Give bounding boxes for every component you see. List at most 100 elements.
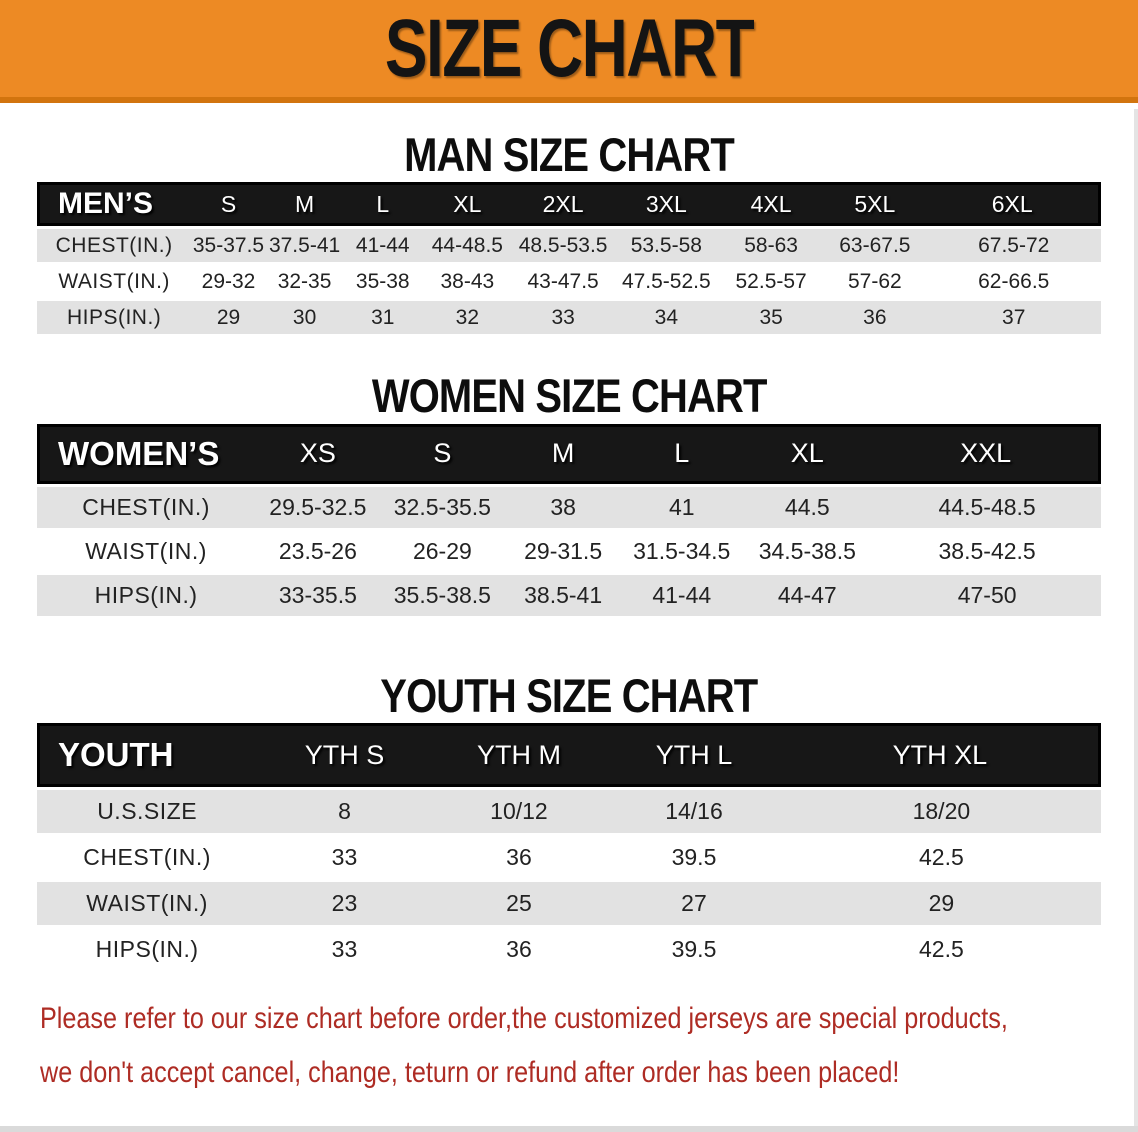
measurement-row: HIPS(IN.) 33-35.5 35.5-38.5 38.5-41 41-44 44-… <box>37 574 1101 616</box>
measurement-value: 31.5-34.5 <box>633 537 731 564</box>
youth-size-table: YOUTH YTH S YTH M YTH L YTH XL U.S.SIZE 8 10/12… <box>37 720 1101 974</box>
measurement-value: 41 <box>668 493 695 520</box>
measurement-value: 38 <box>550 493 576 520</box>
measurement-value: 47.5-52.5 <box>621 269 711 293</box>
measurement-value: 33 <box>331 936 358 963</box>
measurement-value: 41-44 <box>355 233 410 257</box>
measurement-value: 35-38 <box>355 269 410 293</box>
size-column-header: XL <box>741 423 874 484</box>
measurement-row: CHEST(IN.) 35-37.5 37.5-41 41-44 44-48.5 48.5… <box>37 229 1101 263</box>
measurement-value: 58-63 <box>744 233 798 257</box>
measurement-value: 23 <box>331 890 358 917</box>
youth-section-heading-text: YOUTH SIZE CHART <box>380 668 758 722</box>
notice-line-1-text: Please refer to our size chart before or… <box>40 1002 1008 1036</box>
measurement-label: WAIST(IN.) <box>58 269 170 293</box>
measurement-value: 35.5-38.5 <box>393 581 491 608</box>
size-column-header: S <box>380 423 505 484</box>
measurement-value: 44.5-48.5 <box>938 493 1036 520</box>
measurement-value: 33 <box>331 844 358 871</box>
notice-line-2-text: we don't accept cancel, change, teturn o… <box>40 1056 900 1090</box>
measurement-value: 44-47 <box>777 581 837 608</box>
measurement-value: 36 <box>506 936 532 963</box>
measurement-value: 36 <box>863 305 887 329</box>
size-header-row: MEN’S S M L XL 2XL 3XL 4XL 5XL 6XL <box>37 182 1101 227</box>
measurement-value: 23.5-26 <box>278 537 357 564</box>
measurement-value: 52.5-57 <box>735 269 807 293</box>
measurement-value: 8 <box>338 798 351 825</box>
measurement-value: 33-35.5 <box>278 581 357 608</box>
size-column-header: 3XL <box>613 182 719 227</box>
women-section: WOMEN SIZE CHART WOMEN’S XS S M L XL XXL CHEST(… <box>0 371 1138 618</box>
footer-notice: Please refer to our size chart before or… <box>40 994 1138 1102</box>
measurement-value: 37 <box>1002 305 1026 329</box>
youth-section: YOUTH SIZE CHART YOUTH YTH S YTH M YTH L YTH… <box>0 668 1138 974</box>
measurement-value: 38-43 <box>440 269 495 293</box>
size-column-header: XXL <box>873 423 1101 484</box>
measurement-value: 34 <box>654 305 678 329</box>
measurement-value: 53.5-58 <box>630 233 702 257</box>
size-column-header: YTH XL <box>781 723 1101 788</box>
measurement-label: CHEST(IN.) <box>55 233 173 257</box>
measurement-value: 38.5-42.5 <box>938 537 1036 564</box>
women-size-table: WOMEN’S XS S M L XL XXL CHEST(IN.) 29.5-32.5 32.5… <box>37 421 1101 619</box>
measurement-label: HIPS(IN.) <box>94 581 198 608</box>
measurement-label: WAIST(IN.) <box>86 890 208 917</box>
measurement-label: HIPS(IN.) <box>66 305 162 329</box>
men-section-heading-text: MAN SIZE CHART <box>404 128 735 181</box>
measurement-value: 25 <box>506 890 532 917</box>
measurement-value: 34.5-38.5 <box>758 537 856 564</box>
measurement-value: 18/20 <box>912 798 971 825</box>
measurement-value: 27 <box>681 890 707 917</box>
men-size-table: MEN’S S M L XL 2XL 3XL 4XL 5XL 6XL CHEST(IN.) 35-37… <box>37 179 1101 337</box>
measurement-value: 47-50 <box>957 581 1017 608</box>
measurement-value: 32.5-35.5 <box>393 493 491 520</box>
measurement-row: CHEST(IN.) 33 36 39.5 42.5 <box>37 836 1101 880</box>
page-bottom-edge-line <box>0 1126 1138 1132</box>
size-column-header: YTH S <box>257 723 432 788</box>
men-section-heading: MAN SIZE CHART <box>0 128 1138 181</box>
group-label: WOMEN’S <box>37 423 256 484</box>
measurement-value: 48.5-53.5 <box>518 233 608 257</box>
measurement-value: 33 <box>551 305 575 329</box>
page-right-edge-line <box>1134 109 1138 1126</box>
measurement-label: CHEST(IN.) <box>83 844 211 871</box>
size-column-header: 5XL <box>823 182 927 227</box>
size-column-header: 2XL <box>512 182 614 227</box>
measurement-value: 44-48.5 <box>431 233 503 257</box>
measurement-value: 39.5 <box>671 936 717 963</box>
measurement-row: WAIST(IN.) 29-32 32-35 35-38 38-43 43-47.5 47.… <box>37 265 1101 299</box>
size-column-header: 4XL <box>718 182 824 227</box>
measurement-label: HIPS(IN.) <box>95 936 199 963</box>
measurement-value: 31 <box>371 305 395 329</box>
measurement-value: 29-32 <box>201 269 256 293</box>
measurement-value: 36 <box>506 844 532 871</box>
size-column-header: S <box>191 182 266 227</box>
measurement-row: HIPS(IN.) 33 36 39.5 42.5 <box>37 928 1101 972</box>
size-header-row: YOUTH YTH S YTH M YTH L YTH XL <box>37 723 1101 788</box>
measurement-value: 14/16 <box>665 798 723 825</box>
measurement-value: 67.5-72 <box>978 233 1050 257</box>
size-column-header: 6XL <box>926 182 1101 227</box>
group-label: MEN’S <box>37 182 192 227</box>
measurement-value: 26-29 <box>412 537 472 564</box>
measurement-value: 37.5-41 <box>268 233 341 257</box>
men-section: MAN SIZE CHART MEN’S S M L XL 2XL 3XL 4XL 5XL 6XL… <box>0 130 1138 337</box>
size-header-row: WOMEN’S XS S M L XL XXL <box>37 423 1101 484</box>
banner: SIZE CHART <box>0 0 1138 103</box>
size-column-header: M <box>265 182 344 227</box>
measurement-row: HIPS(IN.) 29 30 31 32 33 34 35 36 37 <box>37 301 1101 335</box>
measurement-value: 29 <box>928 890 955 917</box>
measurement-value: 42.5 <box>918 936 964 963</box>
measurement-value: 38.5-41 <box>524 581 603 608</box>
measurement-row: WAIST(IN.) 23.5-26 26-29 29-31.5 31.5-34.5 34… <box>37 530 1101 572</box>
women-section-heading-text: WOMEN SIZE CHART <box>371 369 768 423</box>
measurement-value: 42.5 <box>918 844 964 871</box>
measurement-value: 44.5 <box>784 493 830 520</box>
size-column-header: L <box>622 423 742 484</box>
notice-line-2: we don't accept cancel, change, teturn o… <box>40 1048 1138 1102</box>
measurement-value: 32 <box>455 305 480 329</box>
notice-line-1: Please refer to our size chart before or… <box>40 994 1138 1048</box>
measurement-row: CHEST(IN.) 29.5-32.5 32.5-35.5 38 41 44.5 44.5… <box>37 486 1101 528</box>
measurement-value: 32-35 <box>277 269 332 293</box>
size-column-header: XS <box>255 423 381 484</box>
